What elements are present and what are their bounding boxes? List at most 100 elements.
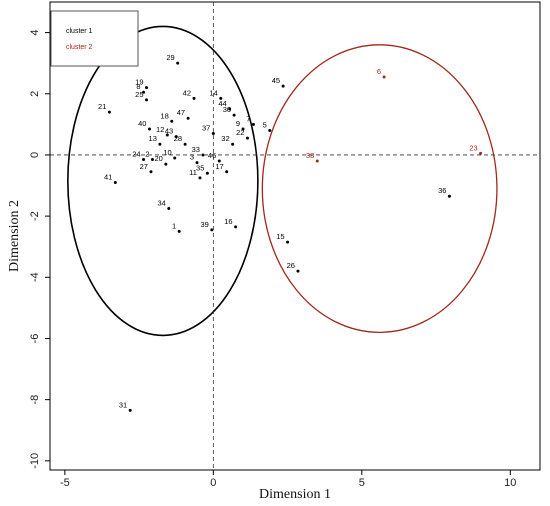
data-point-9 (241, 127, 245, 131)
data-point-38 (315, 159, 319, 163)
data-point-21 (107, 110, 111, 114)
point-label-31: 31 (119, 400, 127, 409)
data-points (107, 61, 483, 412)
point-label-47: 47 (177, 108, 185, 117)
point-label-43: 43 (165, 127, 173, 136)
data-point-30 (232, 113, 236, 117)
data-point-15 (286, 240, 290, 244)
cluster-2-ellipse (261, 44, 498, 334)
y-tick-label-4: 4 (29, 30, 41, 36)
point-label-10: 10 (163, 148, 171, 157)
point-label-18: 18 (160, 111, 168, 120)
x-axis-ticks: -5 0 5 10 (60, 470, 516, 489)
point-label-38: 38 (306, 151, 314, 160)
x-tick-label--5: -5 (60, 477, 70, 489)
x-tick-label-10: 10 (504, 477, 516, 489)
data-point-17 (225, 170, 229, 174)
point-label-7: 7 (246, 114, 250, 123)
reference-lines (50, 2, 540, 470)
data-point-5 (268, 128, 272, 132)
y-tick-label--8: -8 (29, 395, 41, 405)
y-axis-ticks: -10 -8 -6 -4 -2 0 2 4 (29, 30, 50, 469)
data-point-42 (192, 96, 196, 100)
point-label-8: 8 (136, 82, 140, 91)
legend-entry-cluster-1: cluster 1 (66, 28, 93, 35)
point-label-11: 11 (189, 168, 197, 177)
point-label-41: 41 (104, 172, 112, 181)
point-label-15: 15 (276, 232, 284, 241)
point-label-19: 19 (135, 78, 143, 87)
data-point-13 (158, 142, 162, 146)
data-point-3 (195, 161, 199, 165)
legend-box (50, 10, 139, 67)
data-point-36 (447, 194, 451, 198)
point-label-24: 24 (132, 150, 140, 159)
data-point-29 (176, 61, 180, 65)
point-label-16: 16 (224, 217, 232, 226)
data-point-28 (183, 142, 187, 146)
data-point-14 (219, 96, 223, 100)
data-point-20 (164, 162, 168, 166)
data-point-32 (231, 142, 235, 146)
point-label-3: 3 (190, 153, 194, 162)
y-tick-label-0: 0 (29, 152, 41, 158)
point-labels: 12 35789101112131415161718192021222425262… (98, 53, 478, 409)
point-label-39: 39 (201, 220, 209, 229)
data-point-45 (281, 84, 285, 88)
data-point-19 (145, 86, 149, 90)
data-point-12 (165, 133, 169, 137)
data-point-47 (186, 116, 190, 120)
point-label-23: 23 (469, 143, 477, 152)
data-point-44 (228, 107, 232, 111)
data-point-24 (142, 158, 146, 162)
y-tick-label-2: 2 (29, 91, 41, 97)
data-point-8 (142, 90, 146, 94)
point-label-27: 27 (140, 162, 148, 171)
point-label-36: 36 (438, 186, 446, 195)
point-label-30: 30 (223, 105, 231, 114)
point-label-21: 21 (98, 102, 106, 111)
point-label-28: 28 (174, 134, 182, 143)
point-label-6: 6 (377, 67, 381, 76)
point-label-34: 34 (157, 198, 165, 207)
point-label-9: 9 (236, 119, 240, 128)
data-point-16 (234, 225, 238, 229)
point-label-12: 12 (156, 125, 164, 134)
point-label-46: 46 (208, 151, 216, 160)
data-point-11 (198, 176, 202, 180)
point-label-14: 14 (209, 88, 217, 97)
point-label-33: 33 (192, 145, 200, 154)
x-axis-title: Dimension 1 (259, 487, 331, 502)
y-tick-label--6: -6 (29, 334, 41, 344)
point-label-1: 1 (172, 221, 176, 230)
data-point-35 (205, 171, 209, 175)
data-point-31 (128, 408, 132, 412)
point-label-22: 22 (236, 128, 244, 137)
point-label-20: 20 (154, 154, 162, 163)
data-point-10 (173, 156, 177, 160)
data-point-22 (245, 136, 249, 140)
data-point-43 (174, 135, 178, 139)
data-point-18 (170, 119, 174, 123)
point-label-35: 35 (196, 163, 204, 172)
data-point-40 (147, 127, 151, 131)
y-tick-label--4: -4 (29, 272, 41, 282)
data-point-25 (145, 98, 149, 102)
data-point-2 (150, 158, 154, 162)
point-label-25: 25 (135, 90, 143, 99)
plot-frame (49, 1, 541, 471)
point-label-26: 26 (287, 261, 295, 270)
point-label-40: 40 (138, 119, 146, 128)
data-point-26 (296, 269, 300, 273)
data-point-6 (382, 75, 386, 79)
data-point-39 (210, 228, 214, 232)
legend: cluster 1 cluster 2 (50, 10, 139, 67)
point-label-42: 42 (183, 88, 191, 97)
y-tick-label--10: -10 (29, 453, 41, 469)
legend-entry-cluster-2: cluster 2 (66, 44, 93, 51)
data-point-46 (217, 159, 221, 163)
point-label-13: 13 (149, 134, 157, 143)
cluster-ellipses (67, 25, 498, 337)
point-label-37: 37 (202, 124, 210, 133)
data-point-34 (167, 206, 171, 210)
